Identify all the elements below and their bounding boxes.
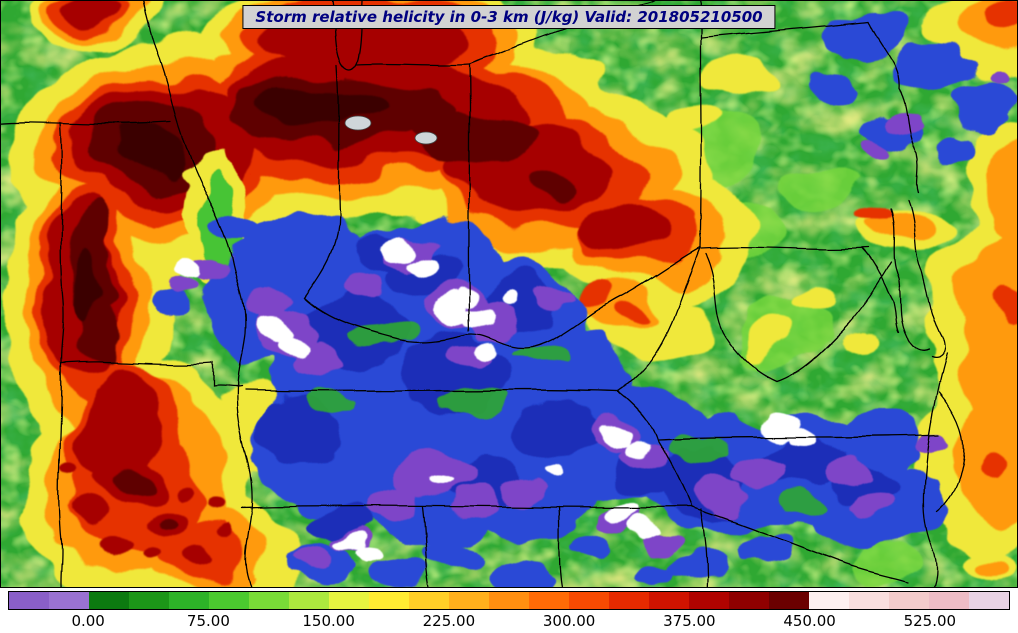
outer-banks <box>936 392 965 512</box>
colorbar-cell <box>729 592 769 609</box>
border-mississippi-alabama <box>422 506 431 587</box>
chesapeake-bay-west <box>890 208 930 351</box>
colorbar-tick-label: 450.00 <box>783 612 836 630</box>
border-alabama-georgia <box>558 506 563 587</box>
map-title: Storm relative helicity in 0-3 km (J/kg)… <box>242 5 776 29</box>
colorbar-cell <box>529 592 569 609</box>
colorbar-cell <box>129 592 169 609</box>
border-indiana-ohio <box>468 64 471 332</box>
border-tennessee-northcarolina <box>618 390 692 508</box>
colorbar-tick-label: 150.00 <box>302 612 355 630</box>
border-northcarolina-southcarolina <box>690 506 910 582</box>
border-illinois-indiana <box>304 64 340 300</box>
border-missouri-west <box>58 121 65 587</box>
colorbar-cell <box>169 592 209 609</box>
colorbar-cell <box>969 592 1009 609</box>
colorbar-cell <box>769 592 809 609</box>
map-frame <box>0 0 1018 588</box>
border-mississippi-river <box>143 1 253 587</box>
colorbar-cell <box>409 592 449 609</box>
delaware-river <box>868 20 920 194</box>
colorbar-cell <box>209 592 249 609</box>
border-tennessee-south <box>240 504 692 509</box>
small-lakes <box>344 115 438 145</box>
colorbar-tick-label: 525.00 <box>903 612 957 630</box>
potomac-river <box>862 248 900 332</box>
colorbar-tick-label: 225.00 <box>422 612 476 630</box>
colorbar-tick-label: 75.00 <box>186 612 230 630</box>
colorbar-cell <box>929 592 969 609</box>
colorbar-cell <box>329 592 369 609</box>
border-iowa-missouri <box>1 121 172 125</box>
border-pennsylvania-maryland <box>700 246 870 250</box>
atlantic-coast <box>923 352 948 587</box>
border-kentucky-tennessee <box>244 388 620 392</box>
state-borders <box>1 1 965 587</box>
border-westvirginia-virginia <box>705 252 892 382</box>
colorbar-cell <box>649 592 689 609</box>
colorbar-cell <box>889 592 929 609</box>
colorbar-cell <box>89 592 129 609</box>
colorbar-cell <box>369 592 409 609</box>
colorbar-cell <box>249 592 289 609</box>
colorbar-cell <box>449 592 489 609</box>
ohio-river <box>304 246 701 349</box>
colorbar-tick-label: 375.00 <box>663 612 716 630</box>
border-kentucky-east <box>618 246 701 392</box>
helicity-map <box>1 1 1017 587</box>
colorbar-cell <box>289 592 329 609</box>
colorbar-cell <box>849 592 889 609</box>
colorbar-cell <box>9 592 49 609</box>
colorbar-cell <box>49 592 89 609</box>
colorbar-tick-label: 0.00 <box>71 612 105 630</box>
green-veins <box>306 323 827 514</box>
minimum-white-zones <box>176 234 816 561</box>
border-virginia-northcarolina <box>657 434 940 440</box>
colorbar-cell <box>689 592 729 609</box>
border-newyork-pennsylvania <box>700 20 870 38</box>
colorbar-cell <box>609 592 649 609</box>
border-georgia-southcarolina <box>700 508 709 587</box>
colorbar <box>8 591 1010 610</box>
delmarva-coast <box>908 200 946 359</box>
border-indiana-michigan <box>356 63 470 67</box>
colorbar-cell <box>809 592 849 609</box>
colorbar-tick-label: 300.00 <box>542 612 596 630</box>
colorbar-labels: 0.00 75.00 150.00 225.00 300.00 375.00 450.00 5… <box>8 612 1010 632</box>
border-missouri-arkansas <box>60 361 242 389</box>
colorbar-cell <box>489 592 529 609</box>
colorbar-cell <box>569 592 609 609</box>
